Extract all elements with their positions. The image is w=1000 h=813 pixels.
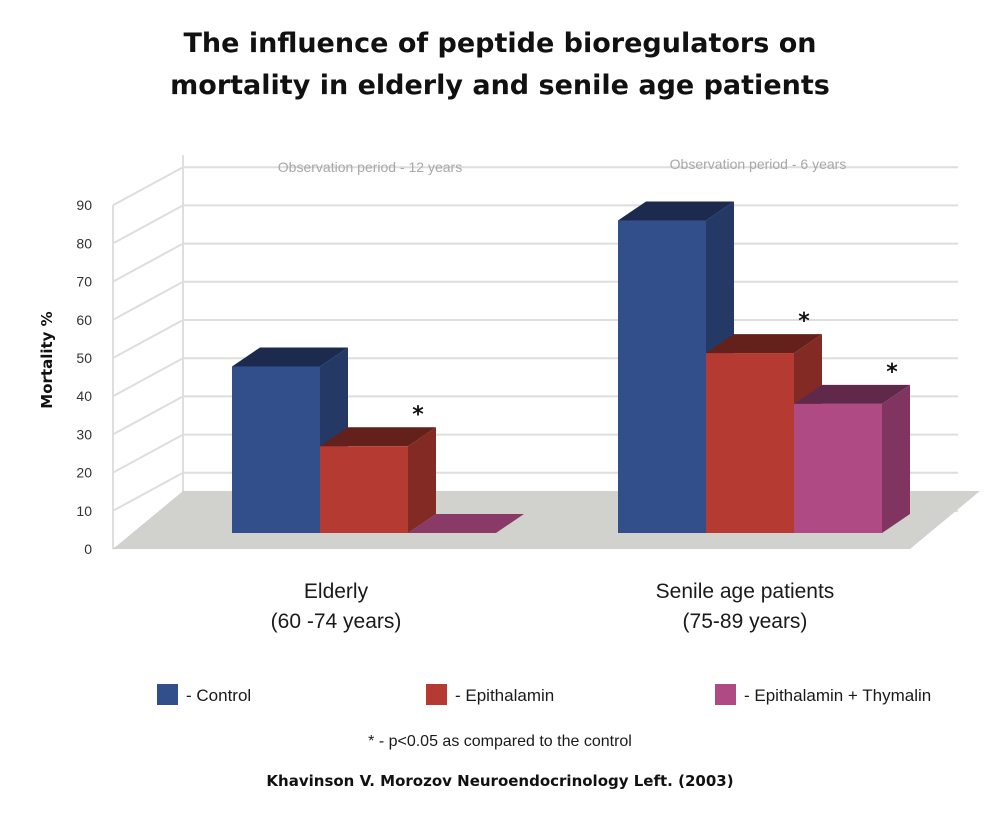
significance-star: * [412, 402, 424, 427]
category-label-senile-line-2: (75-89 years) [683, 610, 808, 633]
significance-footnote: * - p<0.05 as compared to the control [368, 733, 632, 750]
significance-markers: * * * [412, 309, 898, 427]
gridline-depth [112, 395, 184, 436]
significance-star: * [798, 309, 810, 334]
legend-label-epithalamin: - Epithalamin [455, 686, 554, 705]
gridline-depth [112, 433, 184, 474]
source-citation: Khavinson V. Morozov Neuroendocrinology … [266, 772, 733, 790]
bar-top-epithalamin-1 [706, 334, 822, 354]
gridline-depth [112, 471, 184, 512]
gridline-depth [112, 357, 184, 398]
y-tick-label: 90 [76, 197, 92, 213]
bar-flat-epithalamin-thymalin-0 [408, 514, 524, 533]
period-label-elderly: Observation period - 12 years [278, 159, 462, 175]
legend-swatch-epithalamin [426, 684, 447, 705]
bar-front-control-0 [232, 366, 320, 533]
gridline-depth [112, 319, 184, 359]
legend-swatch-control [157, 684, 178, 705]
category-label-elderly-line-1: Elderly [304, 580, 369, 603]
y-tick-label: 20 [76, 465, 92, 481]
period-label-senile: Observation period - 6 years [670, 156, 847, 172]
legend-swatch-epithalamin-thymalin [715, 684, 736, 705]
gridline-depth [112, 280, 184, 321]
bar-top-control-0 [232, 347, 348, 367]
bar-side-epithalamin-thymalin-1 [882, 384, 910, 533]
y-tick-label: 30 [76, 426, 92, 442]
legend-label-epithalamin-thymalin: - Epithalamin + Thymalin [744, 686, 931, 705]
bar-front-epithalamin-0 [320, 446, 408, 533]
bar-side-epithalamin-0 [408, 427, 436, 533]
y-axis-label: Mortality % [38, 311, 56, 408]
chart-title-line-2: mortality in elderly and senile age pati… [170, 70, 830, 101]
gridline-depth [112, 242, 184, 283]
bar-top-control-1 [618, 201, 734, 221]
y-tick-label: 10 [76, 503, 92, 519]
y-tick-label: 40 [76, 388, 92, 404]
chart-title-line-1: The influence of peptide bioregulators o… [184, 28, 817, 59]
category-label-elderly-line-2: (60 -74 years) [271, 610, 402, 633]
significance-star: * [886, 360, 898, 385]
gridline-depth [112, 204, 184, 245]
y-tick-label: 50 [76, 350, 92, 366]
bar-top-epithalamin-thymalin-1 [794, 384, 910, 404]
y-axis-ticks: 0 10 20 30 40 50 60 70 80 90 [76, 197, 92, 557]
category-label-senile-line-1: Senile age patients [656, 580, 835, 603]
bars [232, 201, 910, 534]
legend-label-control: - Control [186, 686, 251, 705]
y-tick-label: 60 [76, 312, 92, 328]
y-tick-label: 80 [76, 235, 92, 251]
bar-front-epithalamin-thymalin-1 [794, 403, 882, 533]
bar-front-control-1 [618, 220, 706, 534]
gridline-depth [112, 166, 184, 207]
y-tick-label: 70 [76, 274, 92, 290]
y-tick-label: 0 [84, 541, 92, 557]
bar-top-epithalamin-0 [320, 427, 436, 447]
bar-front-epithalamin-1 [706, 353, 794, 533]
